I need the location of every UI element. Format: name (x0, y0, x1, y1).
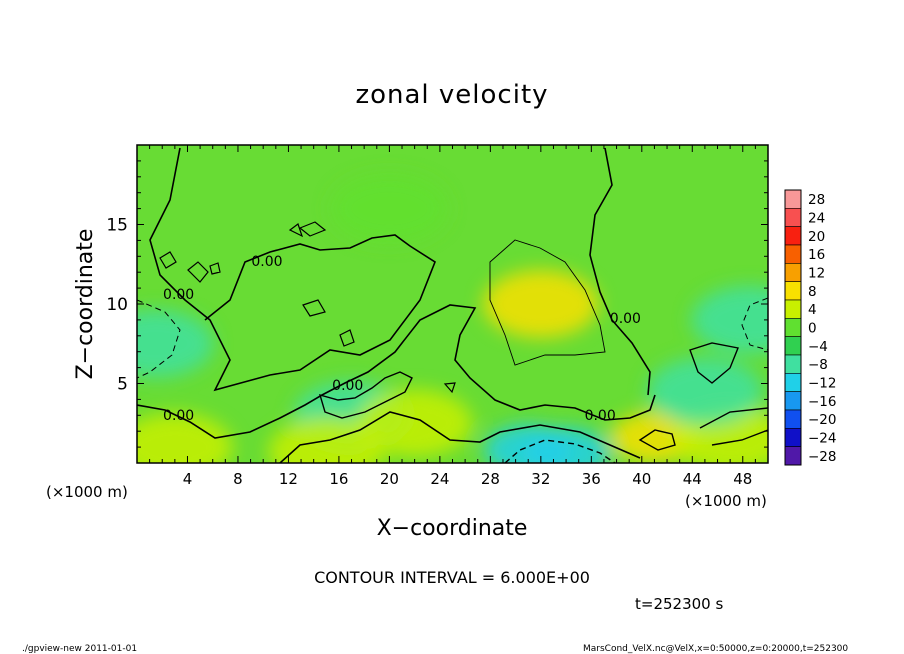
contour-label-1: 0.00 (163, 287, 194, 303)
colorbar-swatch (784, 373, 802, 392)
colorbar-label: 8 (808, 284, 817, 300)
zero-contour-low-left (318, 371, 413, 419)
colorbar-label: −28 (808, 449, 837, 465)
colorbar-label: −4 (808, 339, 828, 355)
contour-island-2 (209, 262, 221, 275)
colorbar-swatch (784, 354, 802, 374)
colorbar-label: 0 (808, 321, 817, 337)
contour-interval-text: CONTOUR INTERVAL = 6.000E+00 (314, 568, 590, 587)
colorbar-swatch (784, 263, 802, 282)
colorbar-label: 16 (808, 247, 825, 263)
colorbar-label: −16 (808, 394, 837, 410)
x-tick-label: 4 (183, 470, 193, 488)
velocity-field (137, 174, 768, 463)
contour-island-4 (302, 299, 326, 317)
x-tick-label: 16 (329, 470, 348, 488)
x-tick-label: 48 (733, 470, 752, 488)
colorbar-label: 20 (808, 229, 825, 245)
zero-contour-middle (137, 304, 656, 439)
x-axis: 4 8 12 16 20 24 28 32 36 40 44 48 (149, 145, 756, 488)
y-tick-label: 10 (106, 295, 128, 315)
colorbar-swatch (784, 428, 802, 447)
x-tick-label: 8 (233, 470, 243, 488)
y-tick-label: 15 (106, 216, 128, 236)
contour-island-8 (288, 223, 304, 238)
contour-label-0: 0.00 (251, 254, 282, 270)
footer-left: ./gpview-new 2011-01-01 (22, 644, 137, 654)
field-sample-0 (483, 270, 599, 338)
x-tick-label: 32 (531, 470, 550, 488)
contour-island-5 (339, 329, 355, 347)
contour-label-4: 0.00 (585, 408, 616, 424)
colorbar-label: −24 (808, 431, 837, 447)
colorbar-swatch (784, 226, 802, 246)
time-text: t=252300 s (635, 595, 723, 613)
footer-right: MarsCond_VelX.nc@VelX,x=0:50000,z=0:2000… (583, 644, 848, 654)
colorbar-swatch (784, 189, 802, 209)
negative-contour-right (741, 297, 768, 351)
colorbar-swatch (784, 409, 802, 429)
contour-island-3 (298, 221, 327, 237)
colorbar-label: −8 (808, 357, 828, 373)
field-sample-2 (484, 424, 573, 463)
zero-contour-right (589, 147, 651, 396)
plot-area: 0.00 0.00 0.00 0.00 0.00 0.00 (136, 144, 769, 464)
y-axis-label: Z−coordinate (73, 229, 98, 380)
colorbar-swatch (784, 281, 802, 301)
contour-island-right-2 (638, 429, 676, 451)
zero-contour-upper-left (149, 147, 436, 392)
contour-label-2: 0.00 (332, 378, 363, 394)
contour-island-6 (443, 382, 456, 394)
colorbar-frame (784, 189, 802, 466)
colorbar-swatch (784, 446, 802, 466)
x-unit-left: (×1000 m) (46, 483, 128, 501)
colorbar-label: 24 (808, 211, 825, 227)
colorbar: 28 24 20 16 12 8 4 0 −4 −8 −12 −16 −20 −24 −28 (784, 189, 837, 466)
x-tick-label: 12 (279, 470, 298, 488)
colorbar-swatch (784, 336, 802, 356)
colorbar-label: 28 (808, 192, 825, 208)
positive-contour-center (489, 239, 606, 366)
x-tick-label: 40 (632, 470, 651, 488)
colorbar-swatch (784, 208, 802, 227)
colorbar-label: −20 (808, 412, 837, 428)
colorbar-swatch (784, 244, 802, 264)
negative-contour-left (137, 299, 181, 379)
contour-island-right-3 (699, 407, 768, 446)
contour-lines (137, 147, 768, 463)
field-sample-11 (356, 389, 473, 458)
x-tick-label: 36 (582, 470, 601, 488)
colorbar-label: 4 (808, 302, 817, 318)
x-axis-label: X−coordinate (377, 516, 528, 541)
x-tick-label: 20 (380, 470, 399, 488)
colorbar-swatch (784, 391, 802, 411)
y-axis: 5 10 15 (106, 160, 768, 448)
colorbar-swatch (784, 318, 802, 337)
x-unit-right: (×1000 m) (685, 492, 767, 510)
field-sample-8 (691, 285, 768, 354)
contour-label-3: 0.00 (163, 408, 194, 424)
x-tick-label: 24 (430, 470, 449, 488)
field-sample-3 (137, 309, 214, 378)
zero-contour-bottom (279, 411, 641, 463)
x-tick-label: 44 (683, 470, 702, 488)
contour-island-1 (187, 261, 209, 283)
chart-title: zonal velocity (355, 80, 548, 110)
x-tick-label: 28 (481, 470, 500, 488)
field-sample-12 (331, 174, 448, 243)
field-sample-4 (137, 413, 233, 463)
field-sample-7 (647, 357, 763, 426)
colorbar-label: −12 (808, 376, 837, 392)
colorbar-swatch (784, 299, 802, 319)
negative-contour-bottom (504, 439, 616, 463)
contour-island-7 (159, 251, 177, 269)
contour-labels: 0.00 0.00 0.00 0.00 0.00 0.00 (163, 254, 641, 424)
contour-label-5: 0.00 (610, 311, 641, 327)
colorbar-label: 12 (808, 266, 825, 282)
y-tick-label: 5 (117, 375, 128, 395)
contour-island-right-1 (689, 342, 739, 384)
